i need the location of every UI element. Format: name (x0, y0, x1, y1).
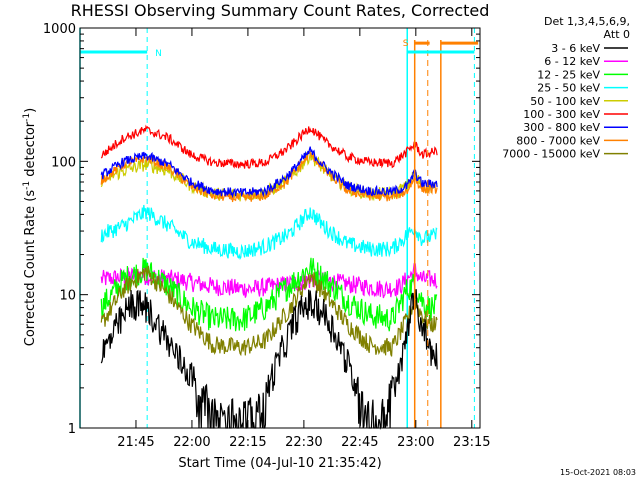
y-axis-label-mid: detector (23, 121, 38, 181)
x-tick-label: 22:45 (341, 435, 378, 450)
y-tick-label: 1000 (43, 22, 76, 37)
legend-label: 100 - 300 keV (523, 108, 600, 121)
x-tick-label: 23:00 (397, 435, 434, 450)
series-line-100-300-kev (100, 124, 438, 169)
y-axis-label-end: ) (23, 108, 38, 113)
legend-label: 800 - 7000 keV (516, 134, 600, 147)
legend-label: 50 - 100 keV (530, 95, 600, 108)
legend-label: 6 - 12 keV (544, 55, 600, 68)
y-axis-label-sup1: -1 (22, 181, 32, 190)
y-axis: 1000 100 10 1 (43, 22, 480, 437)
series-line-300-800-kev (100, 146, 438, 199)
series-line-25-50-kev (100, 204, 438, 261)
x-tick-label: 22:00 (173, 435, 210, 450)
legend-label: 12 - 25 keV (537, 68, 600, 81)
legend-label: 3 - 6 keV (551, 42, 600, 55)
x-tick-label: 22:15 (229, 435, 266, 450)
series-line-3-6-kev (100, 289, 438, 430)
y-axis-label-sup2: -1 (22, 113, 32, 122)
generation-timestamp: 15-Oct-2021 08:03 (560, 468, 636, 477)
y-tick-label: 10 (59, 289, 76, 304)
x-axis-label: Start Time (04-Jul-10 21:35:42) (178, 456, 381, 471)
y-axis-label: Corrected Count Rate (s-1 detector-1) (22, 108, 38, 346)
x-tick-label: 22:30 (285, 435, 322, 450)
legend-label: 25 - 50 keV (537, 82, 600, 95)
legend-label: 300 - 800 keV (523, 121, 600, 134)
series-line-7000-15000-kev (100, 265, 438, 357)
legend-header-line2: Att 0 (604, 28, 630, 41)
saa-label: S (403, 39, 409, 49)
x-tick-label: 23:15 (453, 435, 490, 450)
y-tick-label: 100 (51, 155, 76, 170)
chart-title: RHESSI Observing Summary Count Rates, Co… (71, 1, 490, 20)
x-tick-label: 21:45 (117, 435, 154, 450)
series-line-6-12-kev (100, 262, 438, 299)
plot-frame (79, 27, 481, 429)
y-axis-label-main: Corrected Count Rate (s (23, 190, 38, 347)
night-label: N (155, 49, 162, 59)
plot-markers: SN (80, 39, 479, 428)
plot-series (100, 124, 438, 430)
x-axis: 21:45 22:00 22:15 22:30 22:45 23:00 23:15 (117, 28, 491, 450)
y-tick-label: 1 (68, 422, 76, 437)
legend-header-line1: Det 1,3,4,5,6,9, (544, 15, 630, 28)
legend-label: 7000 - 15000 keV (502, 148, 600, 161)
